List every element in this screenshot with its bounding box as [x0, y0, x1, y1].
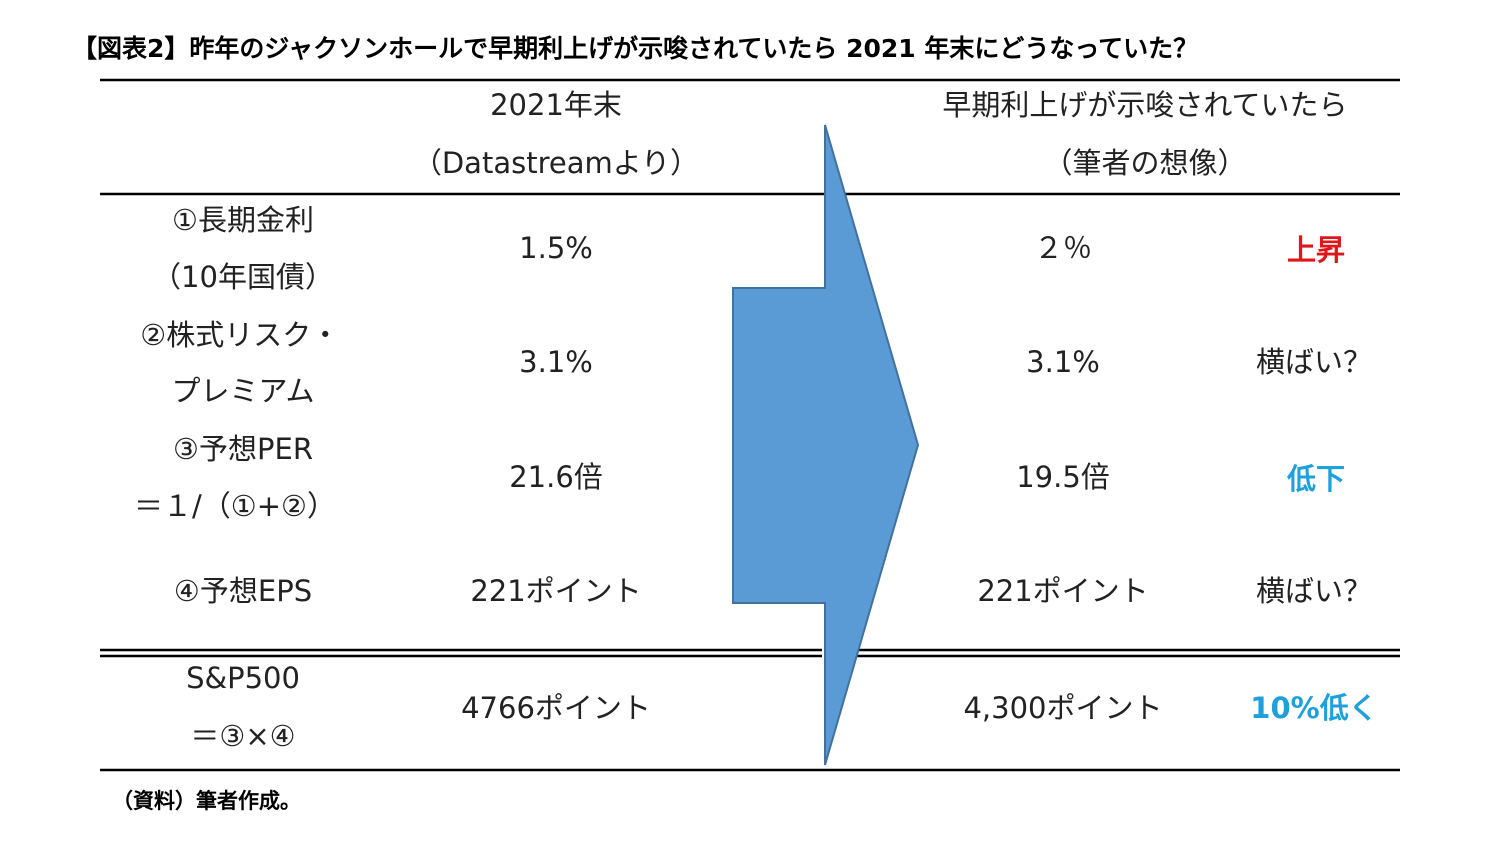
row-label: ③予想PER	[173, 432, 313, 466]
row-label: ④予想EPS	[174, 574, 312, 608]
cell: 3.1%	[519, 345, 593, 379]
cell: 4766ポイント	[461, 691, 651, 725]
row-label: ①長期金利	[172, 203, 314, 237]
cell: 21.6倍	[509, 460, 603, 494]
note: （資料）筆者作成。	[112, 789, 301, 813]
column-header: 2021年末	[490, 88, 622, 122]
change: 横ばい？	[1256, 574, 1372, 608]
row-label: （10年国債）	[152, 260, 334, 294]
cell: 221ポイント	[470, 574, 641, 608]
title: 【図表2】昨年のジャクソンホールで早期利上げが示唆されていたら 2021 年末に…	[72, 34, 1198, 63]
row-label: ＝③×④	[190, 719, 295, 753]
change: 横ばい？	[1256, 345, 1372, 379]
row-label: プレミアム	[172, 374, 315, 408]
row-label: S&P500	[186, 661, 300, 695]
cell: ２％	[1034, 231, 1092, 265]
change: 10%低く	[1250, 691, 1377, 725]
change: 上昇	[1287, 233, 1345, 267]
column-header: （筆者の想像）	[1043, 146, 1246, 180]
cell: 3.1%	[1026, 345, 1100, 379]
cell: 221ポイント	[977, 574, 1148, 608]
column-header: （Datastreamより）	[413, 146, 699, 180]
change: 低下	[1286, 462, 1345, 496]
column-header: 早期利上げが示唆されていたら	[942, 88, 1347, 122]
arrow	[732, 124, 920, 766]
cell: 1.5%	[519, 231, 593, 265]
cell: 19.5倍	[1016, 460, 1110, 494]
row-label: ②株式リスク・	[140, 318, 339, 352]
row-label: ＝１/（①+②）	[134, 489, 336, 523]
cell: 4,300ポイント	[963, 691, 1162, 725]
